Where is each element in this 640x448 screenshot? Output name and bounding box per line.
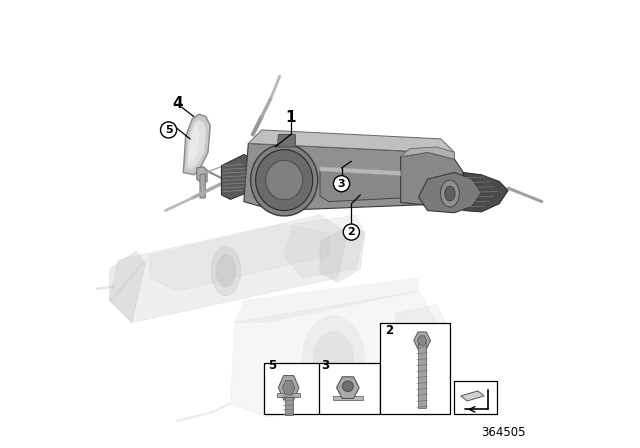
Polygon shape	[284, 215, 365, 278]
Bar	[264, 363, 380, 414]
Polygon shape	[251, 144, 317, 216]
Polygon shape	[463, 172, 508, 212]
Polygon shape	[109, 251, 145, 323]
Text: 4: 4	[172, 96, 183, 112]
Polygon shape	[244, 143, 454, 211]
Polygon shape	[401, 147, 454, 159]
Polygon shape	[320, 170, 410, 202]
Circle shape	[342, 381, 353, 392]
Bar	[418, 343, 426, 408]
Polygon shape	[211, 246, 241, 296]
Polygon shape	[255, 150, 313, 211]
Bar	[380, 323, 450, 414]
Polygon shape	[184, 114, 210, 175]
Polygon shape	[302, 316, 365, 405]
Polygon shape	[392, 305, 445, 385]
Polygon shape	[417, 336, 427, 345]
Polygon shape	[419, 172, 481, 213]
Text: 2: 2	[348, 227, 355, 237]
Circle shape	[161, 122, 177, 138]
Polygon shape	[197, 167, 207, 184]
Polygon shape	[186, 120, 206, 169]
Polygon shape	[200, 174, 205, 198]
Bar	[285, 396, 292, 415]
Text: 1: 1	[285, 110, 296, 125]
Polygon shape	[401, 152, 463, 206]
Circle shape	[333, 176, 349, 192]
Polygon shape	[440, 180, 460, 207]
Text: 5: 5	[269, 359, 276, 372]
Text: 364505: 364505	[481, 426, 526, 439]
Polygon shape	[461, 391, 484, 401]
Polygon shape	[109, 215, 347, 323]
Polygon shape	[188, 125, 200, 162]
Polygon shape	[221, 155, 255, 199]
Text: 2: 2	[385, 323, 393, 336]
Polygon shape	[266, 160, 303, 200]
Polygon shape	[313, 332, 354, 390]
Polygon shape	[150, 224, 329, 291]
Polygon shape	[337, 377, 359, 398]
Text: 3: 3	[321, 359, 329, 372]
Polygon shape	[278, 375, 299, 400]
Polygon shape	[278, 134, 296, 147]
Bar	[333, 396, 363, 400]
Polygon shape	[230, 291, 436, 417]
Polygon shape	[414, 332, 431, 349]
Polygon shape	[235, 278, 419, 323]
Text: 3: 3	[338, 179, 346, 189]
Polygon shape	[320, 167, 401, 176]
Bar	[454, 381, 497, 414]
Polygon shape	[282, 380, 295, 395]
Circle shape	[343, 224, 360, 240]
Polygon shape	[248, 130, 454, 152]
Bar	[277, 393, 300, 397]
Text: 5: 5	[164, 125, 172, 135]
Polygon shape	[445, 186, 455, 201]
Polygon shape	[320, 224, 365, 282]
Polygon shape	[216, 255, 236, 287]
